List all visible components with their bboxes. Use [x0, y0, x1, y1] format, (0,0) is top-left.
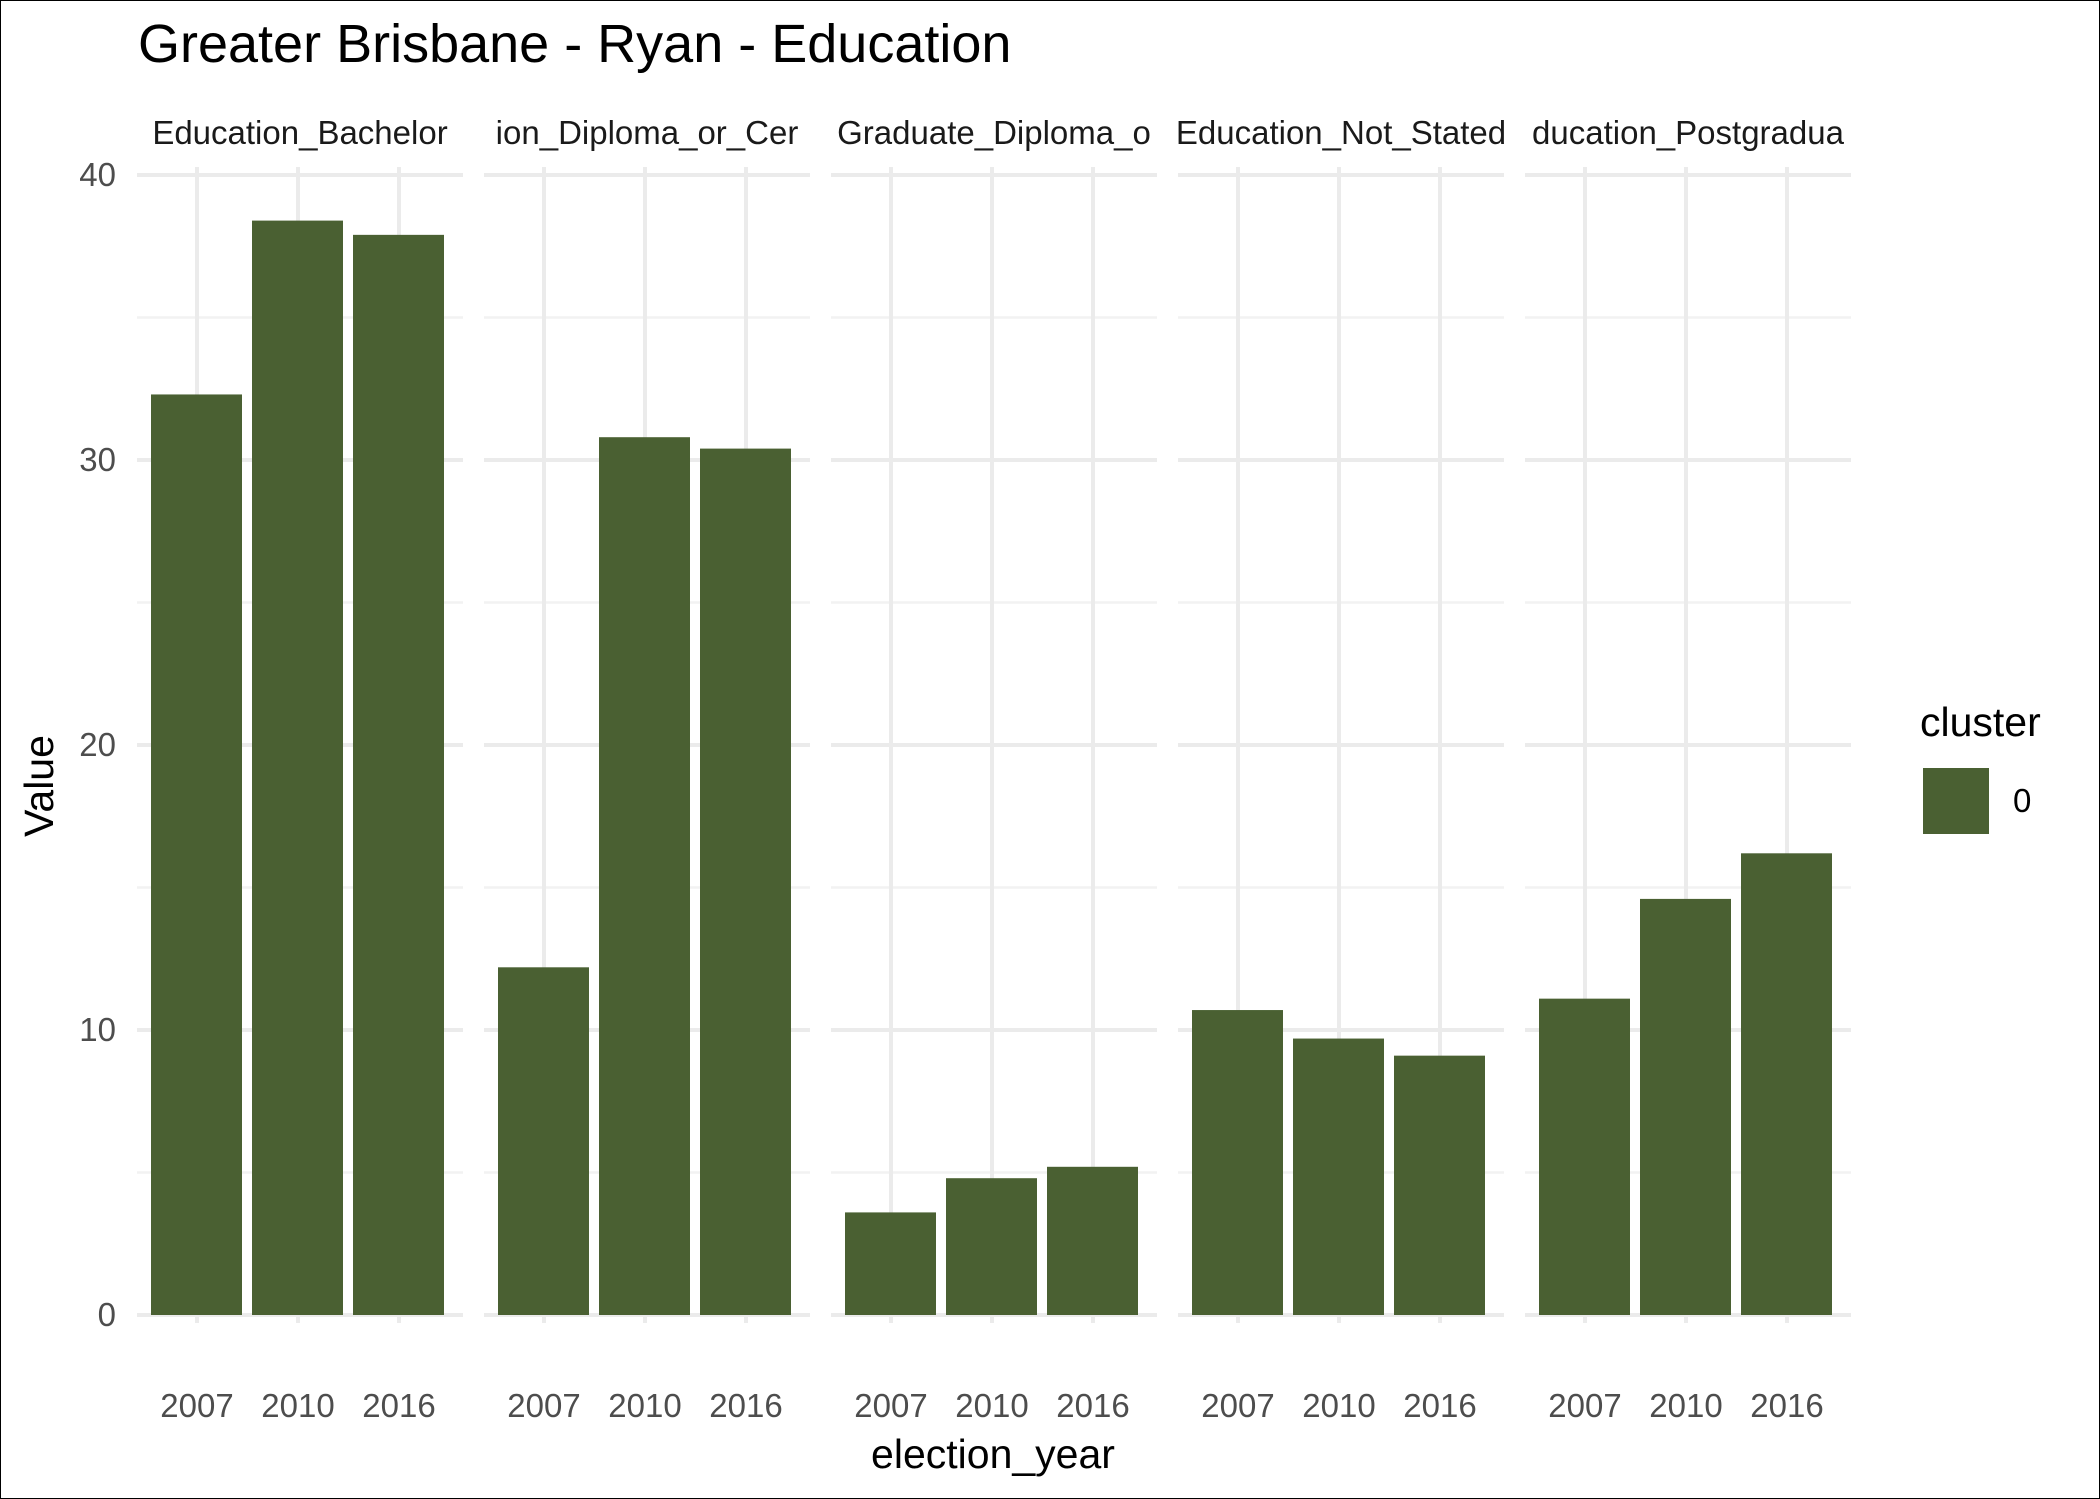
- bar: [1640, 898, 1731, 1315]
- y-tick-label: 10: [79, 1011, 116, 1048]
- y-tick-layer: 0 10 20 30 40: [79, 156, 116, 1333]
- bar: [1539, 998, 1630, 1315]
- y-tick-label: 20: [79, 726, 116, 763]
- y-tick-label: 40: [79, 156, 116, 193]
- x-tick-label: 2010: [1302, 1387, 1375, 1424]
- x-tick-layer: 2007 2010 2016 2007 2010 2016 2007 2010 2016 2007…: [160, 1387, 1823, 1424]
- bar: [1293, 1038, 1384, 1315]
- bar-layer: [151, 220, 1832, 1316]
- x-tick-label: 2016: [1750, 1387, 1823, 1424]
- legend-title: cluster: [1920, 699, 2041, 745]
- x-tick-label: 2010: [608, 1387, 681, 1424]
- x-tick-label: 2007: [854, 1387, 927, 1424]
- chart-title: Greater Brisbane - Ryan - Education: [138, 14, 1011, 74]
- x-tick-label: 2016: [1056, 1387, 1129, 1424]
- y-tick-label: 30: [79, 441, 116, 478]
- facet-panel: [831, 167, 1157, 1323]
- facet-strip-label: Education_Not_Stated: [1176, 114, 1506, 151]
- facet-strip-label: ducation_Postgradua: [1532, 114, 1845, 151]
- x-tick-label: 2010: [955, 1387, 1028, 1424]
- x-tick-label: 2016: [362, 1387, 435, 1424]
- x-tick-label: 2007: [1548, 1387, 1621, 1424]
- x-tick-label: 2007: [1201, 1387, 1274, 1424]
- bar: [1192, 1010, 1283, 1315]
- x-tick-label: 2007: [160, 1387, 233, 1424]
- x-axis-title: election_year: [871, 1431, 1115, 1477]
- x-tick-label: 2010: [261, 1387, 334, 1424]
- x-tick-label: 2016: [1403, 1387, 1476, 1424]
- facet-strip-label: ion_Diploma_or_Cer: [496, 114, 799, 151]
- bar: [946, 1178, 1037, 1315]
- facet-strip-label: Graduate_Diploma_o: [837, 114, 1151, 151]
- bar: [845, 1212, 936, 1315]
- bar: [599, 437, 690, 1315]
- legend-entry-label: 0: [2013, 782, 2031, 819]
- x-tick-label: 2016: [709, 1387, 782, 1424]
- bar: [1741, 853, 1832, 1315]
- bar: [353, 234, 444, 1316]
- strip-label-layer: Education_Bachelor ion_Diploma_or_Cer Grad…: [152, 114, 1844, 151]
- facet-strip-label: Education_Bachelor: [152, 114, 447, 151]
- y-tick-label: 0: [98, 1296, 116, 1333]
- bar: [498, 967, 589, 1315]
- legend: cluster 0: [1920, 699, 2041, 834]
- x-tick-label: 2010: [1649, 1387, 1722, 1424]
- y-axis-title: Value: [16, 735, 62, 837]
- bar: [1394, 1055, 1485, 1315]
- legend-key-swatch: [1923, 768, 1989, 834]
- x-tick-label: 2007: [507, 1387, 580, 1424]
- bar: [151, 394, 242, 1315]
- bar: [252, 220, 343, 1316]
- bar: [1047, 1166, 1138, 1315]
- bar: [700, 448, 791, 1316]
